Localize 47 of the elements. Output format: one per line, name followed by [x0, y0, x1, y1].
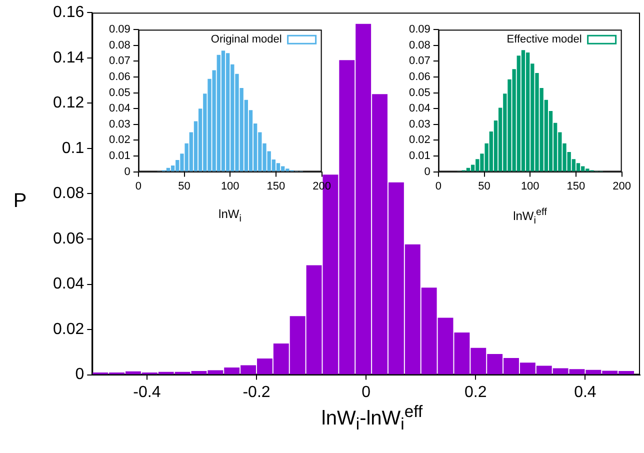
x-tick-label: -0.2 [242, 384, 270, 401]
y-tick-label: 0.06 [408, 71, 430, 84]
y-tick-label: 0.06 [108, 71, 130, 84]
x-axis-title: lnW$_{i}$ [218, 207, 242, 224]
y-tick-label: 0.09 [108, 24, 130, 36]
y-tick-label: 0.02 [408, 134, 430, 146]
y-tick-label: 0.08 [408, 39, 430, 52]
y-tick-label: 0 [124, 166, 130, 178]
y-tick-label: 0.1 [62, 140, 84, 157]
y-tick-label: 0.14 [53, 49, 84, 66]
y-tick-label: 0.07 [108, 55, 130, 68]
y-tick-label: 0.16 [53, 4, 84, 22]
x-tick-label: -0.4 [133, 384, 161, 401]
y-tick-label: 0.03 [408, 118, 430, 130]
y-tick-label: 0.02 [108, 134, 130, 146]
legend-label: Original model [210, 34, 282, 46]
y-tick-label: 0.08 [53, 185, 84, 202]
y-tick-label: 0 [75, 366, 84, 384]
x-tick-label: 150 [266, 180, 286, 192]
x-tick-label: 0 [435, 180, 442, 192]
y-tick-label: 0.09 [408, 24, 430, 36]
y-tick-label: 0.02 [53, 320, 84, 338]
y-tick-label: 0.07 [408, 55, 430, 68]
y-tick-label: 0.04 [53, 276, 84, 293]
y-tick-label: 0.08 [108, 39, 130, 52]
y-tick-label: 0.06 [53, 230, 84, 248]
x-tick-label: 50 [178, 180, 190, 192]
x-tick-label: 100 [220, 180, 240, 192]
y-axis-title: P [13, 190, 27, 213]
y-tick-label: 0.04 [108, 102, 130, 115]
y-tick-label: 0 [424, 166, 430, 178]
x-tick-label: 100 [520, 180, 540, 192]
x-tick-label: 0 [135, 180, 142, 192]
x-tick-label: 150 [566, 180, 586, 192]
x-tick-label: 0 [362, 384, 371, 401]
y-tick-label: 0.05 [108, 86, 130, 99]
x-tick-label: 0.4 [574, 384, 596, 401]
y-tick-label: 0.05 [408, 86, 430, 99]
y-tick-label: 0.04 [408, 102, 430, 115]
x-tick-label: 200 [612, 180, 632, 192]
legend-label: Effective model [506, 34, 582, 46]
y-tick-label: 0.01 [408, 150, 430, 162]
x-tick-label: 0.2 [464, 384, 487, 401]
y-tick-label: 0.01 [108, 150, 130, 162]
y-tick-label: 0.03 [108, 118, 130, 130]
y-tick-label: 0.12 [53, 94, 84, 112]
x-tick-label: 50 [478, 180, 490, 192]
